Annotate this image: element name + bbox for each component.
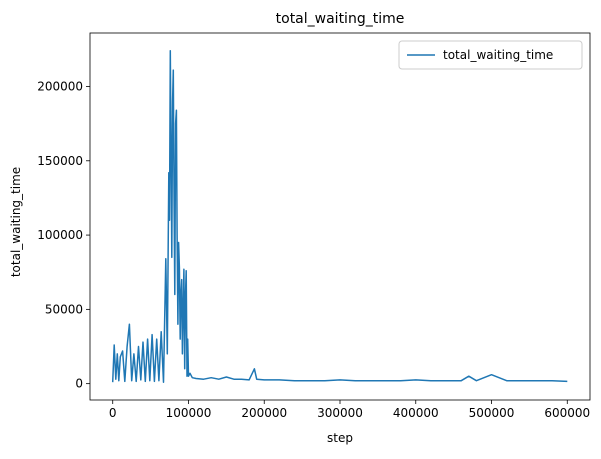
series-line-0 <box>111 50 568 383</box>
y-tick-label: 50000 <box>45 302 83 316</box>
y-tick-label: 200000 <box>37 79 83 93</box>
x-axis: 0 100000 200000 300000 400000 500000 600000 <box>109 400 590 420</box>
y-axis-label: total_waiting_time <box>9 167 23 277</box>
x-tick-label: 100000 <box>166 406 212 420</box>
x-tick-label: 400000 <box>393 406 439 420</box>
legend-box <box>398 40 583 70</box>
x-tick-label: 300000 <box>317 406 363 420</box>
chart-title: total_waiting_time <box>276 11 405 27</box>
y-tick-label: 100000 <box>37 228 83 242</box>
y-axis: 0 50000 100000 150000 200000 <box>37 79 90 391</box>
legend: total_waiting_time <box>398 40 583 70</box>
x-tick-label: 500000 <box>469 406 515 420</box>
x-tick-label: 200000 <box>241 406 287 420</box>
x-tick-label: 0 <box>109 406 117 420</box>
y-tick-label: 0 <box>75 377 83 391</box>
legend-label: total_waiting_time <box>443 48 553 62</box>
x-axis-label: step <box>327 431 353 445</box>
y-tick-label: 150000 <box>37 154 83 168</box>
x-tick-label: 600000 <box>544 406 590 420</box>
